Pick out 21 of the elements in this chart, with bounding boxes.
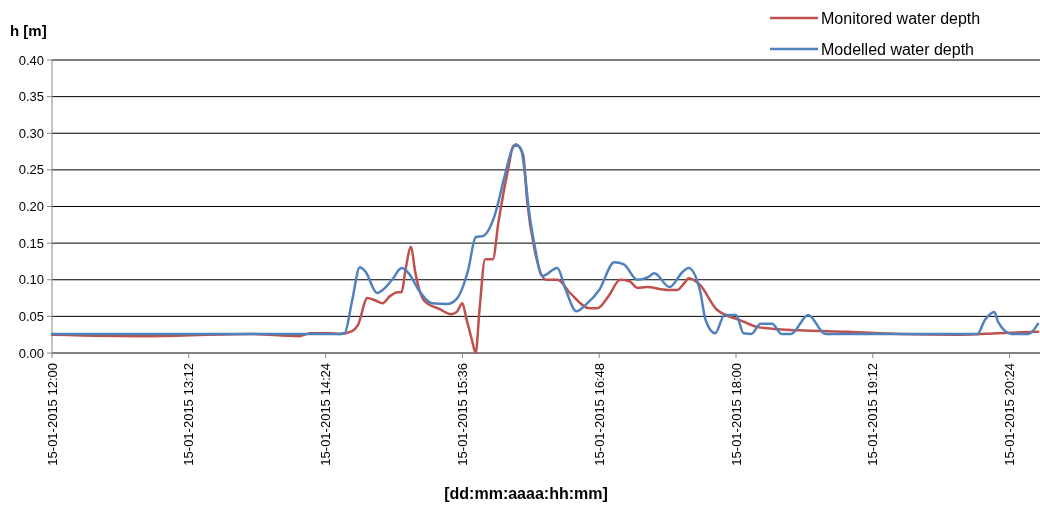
y-axis-title: h [m] — [10, 22, 47, 39]
y-tick-label: 0.00 — [18, 345, 44, 361]
x-axis-title: [dd:mm:aaaa:hh:mm] — [444, 485, 608, 502]
x-tick-label: 15-01-2015 19:12 — [865, 363, 881, 466]
legend-label: Modelled water depth — [821, 40, 974, 58]
y-tick-label: 0.25 — [18, 162, 44, 178]
y-tick-label: 0.35 — [18, 89, 44, 105]
x-tick-label: 15-01-2015 20:24 — [1002, 363, 1018, 466]
y-tick-label: 0.30 — [18, 125, 44, 141]
y-tick-label: 0.10 — [18, 272, 44, 288]
x-tick-label: 15-01-2015 13:12 — [181, 363, 197, 466]
x-tick-label: 15-01-2015 14:24 — [318, 363, 334, 466]
x-tick-label: 15-01-2015 15:36 — [454, 363, 470, 466]
x-tick-label: 15-01-2015 16:48 — [591, 363, 607, 466]
y-tick-label: 0.15 — [18, 235, 44, 251]
y-tick-label: 0.40 — [18, 52, 44, 68]
y-tick-label: 0.05 — [18, 308, 44, 324]
x-tick-label: 15-01-2015 18:00 — [728, 363, 744, 466]
legend-label: Monitored water depth — [821, 9, 981, 27]
y-tick-label: 0.20 — [18, 199, 44, 215]
x-tick-label: 15-01-2015 12:00 — [44, 363, 60, 466]
